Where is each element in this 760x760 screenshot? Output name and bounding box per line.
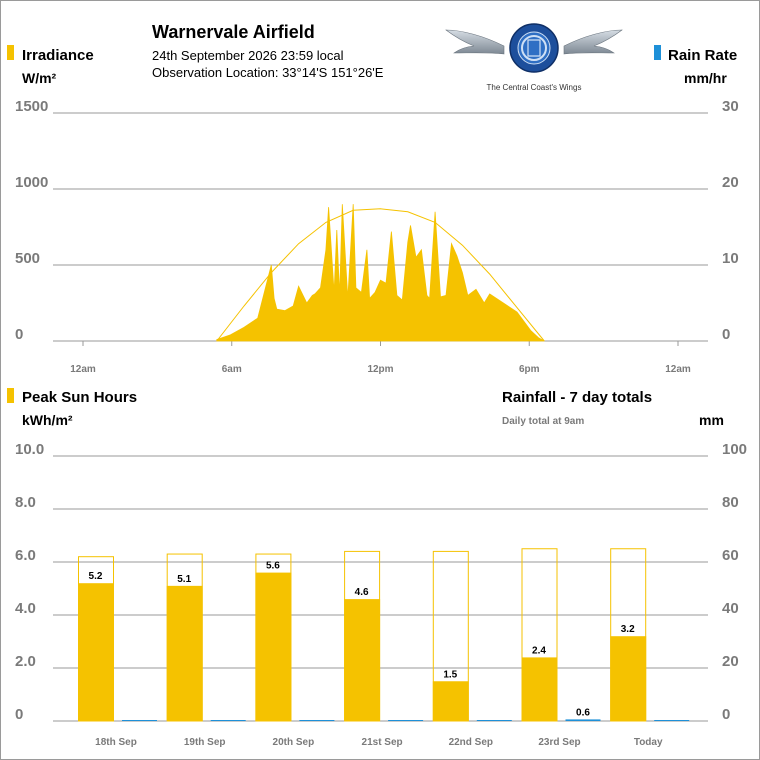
sun-hours-bar <box>610 636 647 721</box>
y-tick-label: 8.0 <box>15 494 36 511</box>
x-tick-label: 12am <box>70 364 96 375</box>
y-tick-label: 2.0 <box>15 653 36 670</box>
irradiance-unit: W/m² <box>22 70 57 86</box>
sun-hours-label: 5.1 <box>177 574 191 585</box>
peak-sun-unit: kWh/m² <box>22 412 73 428</box>
y-tick-label: 0 <box>15 706 23 723</box>
category-label: 18th Sep <box>95 737 137 748</box>
rainfall-unit: mm <box>699 412 724 428</box>
x-tick-label: 6pm <box>519 364 540 375</box>
y-tick-label: 1500 <box>15 98 48 115</box>
rainfall-bar <box>122 720 157 721</box>
sun-hours-label: 5.2 <box>89 571 103 582</box>
y2-tick-label: 60 <box>722 547 739 564</box>
peak-sun-swatch <box>7 388 14 403</box>
date-line: 24th September 2026 23:59 local <box>152 48 344 63</box>
irradiance-title: Irradiance <box>22 47 94 64</box>
sun-hours-bar <box>166 585 203 721</box>
rainfall-note: Daily total at 9am <box>502 416 585 427</box>
sun-hours-label: 1.5 <box>443 669 457 680</box>
y2-tick-label: 20 <box>722 174 739 191</box>
x-tick-label: 12am <box>665 364 691 375</box>
rainfall-bar <box>565 719 601 721</box>
category-label: 23rd Sep <box>538 737 580 748</box>
sun-hours-label: 2.4 <box>532 645 546 656</box>
y2-tick-label: 100 <box>722 441 747 458</box>
y2-tick-label: 0 <box>722 326 730 343</box>
irradiance-swatch <box>7 45 14 60</box>
rainfall-bar <box>654 720 690 721</box>
sun-hours-bar <box>432 681 469 721</box>
peak-sun-title: Peak Sun Hours <box>22 389 138 406</box>
irradiance-area <box>216 204 545 342</box>
sun-hours-chart: 10.0 100 8.0 80 6.0 60 4.0 40 2.0 20 0 0 5.2 18th Sep… <box>15 441 747 748</box>
rainfall-bar <box>476 720 512 721</box>
sun-hours-label: 5.6 <box>266 561 280 572</box>
club-logo: The Central Coast's Wings <box>444 22 624 92</box>
sun-hours-bar <box>255 572 292 721</box>
y-tick-label: 6.0 <box>15 547 36 564</box>
y-tick-label: 500 <box>15 250 40 267</box>
y2-tick-label: 40 <box>722 600 739 617</box>
y2-tick-label: 10 <box>722 250 739 267</box>
wings-logo-icon: The Central Coast's Wings <box>445 23 623 92</box>
rainfall-bar <box>388 720 424 721</box>
y2-tick-label: 80 <box>722 494 739 511</box>
y2-tick-label: 0 <box>722 706 730 723</box>
logo-tagline: The Central Coast's Wings <box>487 83 582 92</box>
x-tick-label: 6am <box>222 364 242 375</box>
y-tick-label: 0 <box>15 326 23 343</box>
y-tick-label: 4.0 <box>15 600 36 617</box>
rainfall-bar <box>299 720 335 721</box>
sun-hours-label: 4.6 <box>355 587 369 598</box>
clear-sky-line <box>216 208 545 342</box>
sun-hours-bar <box>521 657 558 721</box>
page-title: Warnervale Airfield <box>152 22 315 42</box>
rainfall-bar <box>210 720 246 721</box>
rain-rate-swatch <box>654 45 661 60</box>
sun-hours-bar <box>344 599 381 721</box>
location-line: Observation Location: 33°14'S 151°26'E <box>152 65 384 80</box>
y2-tick-label: 30 <box>722 98 739 115</box>
category-label: 19th Sep <box>184 737 226 748</box>
category-label: Today <box>634 737 663 748</box>
sun-hours-bar <box>78 583 114 721</box>
category-label: 20th Sep <box>273 737 315 748</box>
sun-hours-label: 3.2 <box>621 624 635 635</box>
rainfall-label: 0.6 <box>576 707 590 718</box>
rain-rate-unit: mm/hr <box>684 70 727 86</box>
y-tick-label: 1000 <box>15 174 48 191</box>
category-label: 22nd Sep <box>449 737 493 748</box>
y-tick-label: 10.0 <box>15 441 44 458</box>
x-tick-label: 12pm <box>367 364 393 375</box>
category-label: 21st Sep <box>362 737 403 748</box>
rain-rate-title: Rain Rate <box>668 47 738 64</box>
rainfall-title: Rainfall - 7 day totals <box>502 389 653 406</box>
y2-tick-label: 20 <box>722 653 739 670</box>
